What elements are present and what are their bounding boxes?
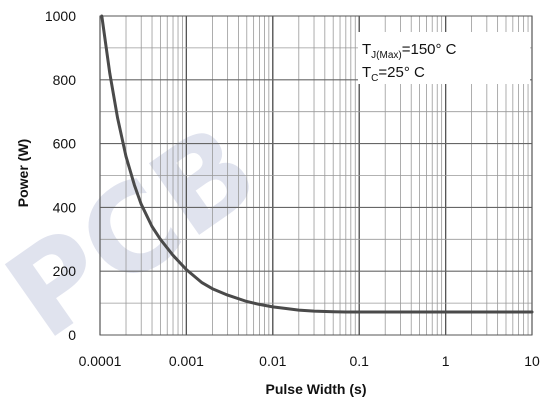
annotation-tc: TC=25° C [362, 64, 425, 84]
y-tick-label: 0 [68, 327, 76, 343]
annotation-tj: TJ(Max)=150° C [362, 41, 457, 61]
plot-frame [99, 15, 533, 336]
x-tick-label: 0.0001 [79, 353, 122, 369]
x-tick-label: 10 [524, 353, 540, 369]
annotation-box: TJ(Max)=150° C TC=25° C [358, 32, 530, 84]
series-layer [100, 14, 534, 314]
y-tick-label: 600 [53, 136, 77, 152]
x-tick-label: 1 [442, 353, 450, 369]
y-tick-label: 400 [53, 199, 77, 215]
x-tick-label: 0.001 [169, 353, 204, 369]
x-tick-label: 0.01 [259, 353, 286, 369]
series-line [100, 14, 534, 314]
y-axis-title: Power (W) [15, 139, 31, 207]
y-tick-label: 800 [53, 72, 77, 88]
x-tick-labels: 0.0001 0.001 0.01 0.1 1 10 [79, 353, 540, 369]
annotation-background [358, 32, 530, 84]
x-tick-label: 0.1 [349, 353, 369, 369]
y-tick-labels: 0 200 400 600 800 1000 [45, 8, 76, 343]
grid [99, 15, 533, 336]
x-axis-title: Pulse Width (s) [266, 381, 367, 397]
y-tick-label: 200 [53, 263, 77, 279]
y-tick-label: 1000 [45, 8, 76, 24]
